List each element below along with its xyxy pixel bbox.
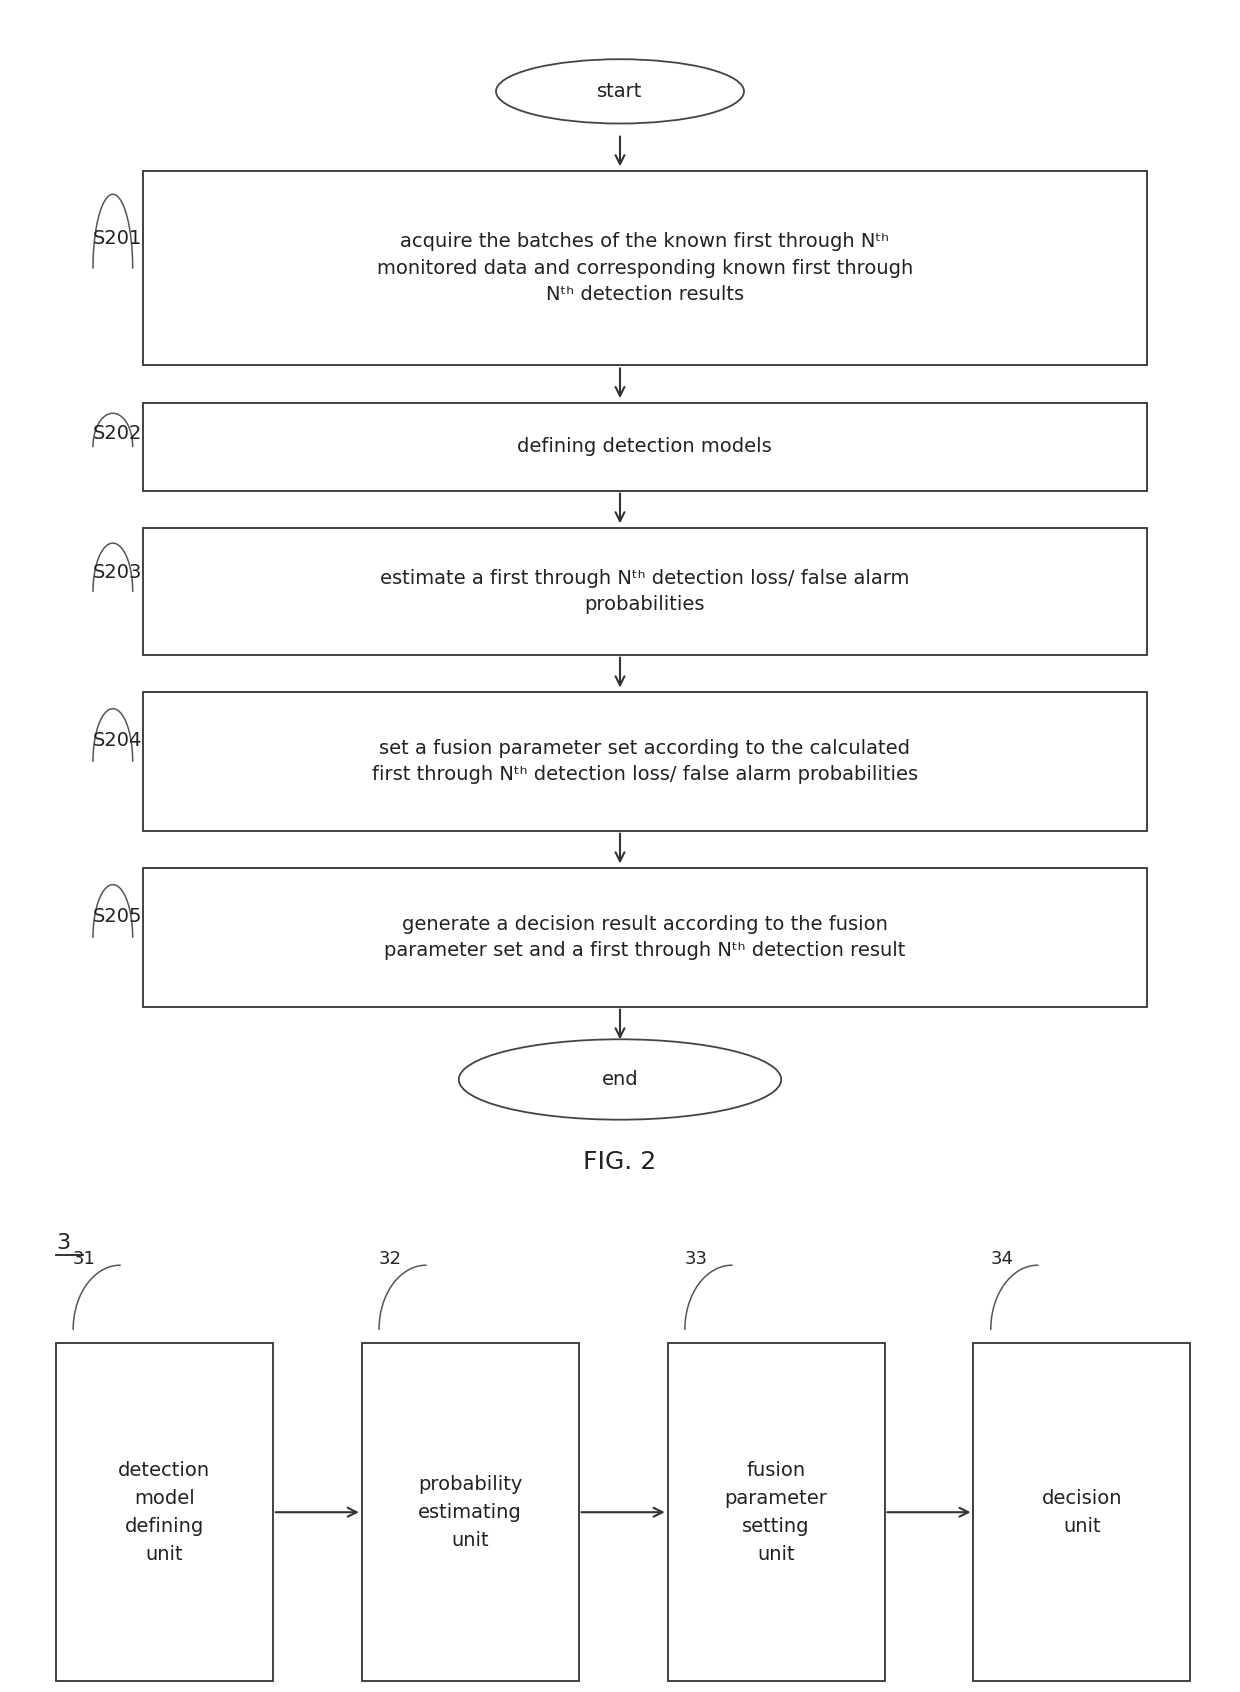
- Text: 33: 33: [684, 1250, 708, 1267]
- Text: S201: S201: [93, 230, 143, 249]
- Text: acquire the batches of the known first through Nᵗʰ
monitored data and correspond: acquire the batches of the known first t…: [377, 232, 913, 305]
- FancyBboxPatch shape: [143, 868, 1147, 1007]
- Text: probability
estimating
unit: probability estimating unit: [418, 1475, 522, 1550]
- Text: S204: S204: [93, 731, 143, 750]
- Text: FIG. 2: FIG. 2: [583, 1151, 657, 1174]
- Text: 32: 32: [379, 1250, 402, 1267]
- Text: decision
unit: decision unit: [1042, 1489, 1122, 1536]
- Text: estimate a first through Nᵗʰ detection loss/ false alarm
probabilities: estimate a first through Nᵗʰ detection l…: [381, 569, 909, 614]
- Text: 3: 3: [56, 1233, 69, 1254]
- Text: generate a decision result according to the fusion
parameter set and a first thr: generate a decision result according to …: [384, 915, 905, 959]
- FancyBboxPatch shape: [143, 403, 1147, 491]
- Ellipse shape: [459, 1039, 781, 1120]
- Text: fusion
parameter
setting
unit: fusion parameter setting unit: [724, 1460, 827, 1563]
- Text: detection
model
defining
unit: detection model defining unit: [118, 1460, 211, 1563]
- Text: defining detection models: defining detection models: [517, 437, 773, 457]
- Text: start: start: [598, 81, 642, 102]
- FancyBboxPatch shape: [667, 1343, 884, 1682]
- Text: S205: S205: [93, 907, 143, 926]
- Text: 31: 31: [73, 1250, 95, 1267]
- FancyBboxPatch shape: [56, 1343, 273, 1682]
- Text: 34: 34: [991, 1250, 1014, 1267]
- FancyBboxPatch shape: [973, 1343, 1190, 1682]
- Text: set a fusion parameter set according to the calculated
first through Nᵗʰ detecti: set a fusion parameter set according to …: [372, 739, 918, 783]
- Ellipse shape: [496, 59, 744, 124]
- Text: S202: S202: [93, 425, 143, 443]
- FancyBboxPatch shape: [143, 171, 1147, 365]
- FancyBboxPatch shape: [143, 692, 1147, 831]
- Text: end: end: [601, 1069, 639, 1090]
- FancyBboxPatch shape: [362, 1343, 579, 1682]
- FancyBboxPatch shape: [143, 528, 1147, 655]
- Text: S203: S203: [93, 563, 143, 582]
